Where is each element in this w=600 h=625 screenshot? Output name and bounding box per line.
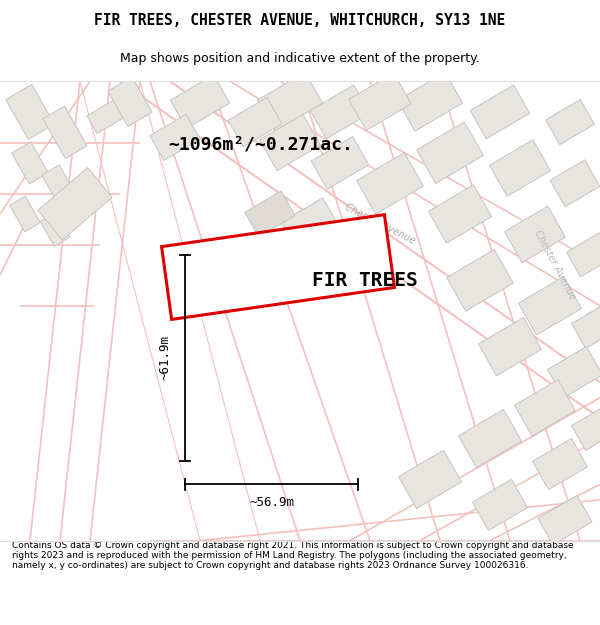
Polygon shape	[281, 198, 339, 251]
Polygon shape	[6, 84, 54, 139]
Polygon shape	[228, 98, 282, 147]
Polygon shape	[478, 318, 542, 376]
Text: ~61.9m: ~61.9m	[158, 336, 172, 381]
Polygon shape	[245, 191, 295, 237]
Polygon shape	[12, 142, 48, 184]
Polygon shape	[260, 114, 320, 171]
Polygon shape	[572, 406, 600, 451]
Polygon shape	[545, 99, 595, 144]
Polygon shape	[505, 206, 565, 262]
Polygon shape	[473, 479, 527, 531]
Polygon shape	[458, 409, 521, 468]
Polygon shape	[446, 249, 514, 311]
Polygon shape	[170, 75, 230, 129]
Text: Chester Avenue: Chester Avenue	[532, 228, 578, 302]
Text: FIR TREES, CHESTER AVENUE, WHITCHURCH, SY13 1NE: FIR TREES, CHESTER AVENUE, WHITCHURCH, S…	[94, 12, 506, 28]
Polygon shape	[38, 168, 112, 240]
Polygon shape	[470, 85, 530, 139]
Text: Map shows position and indicative extent of the property.: Map shows position and indicative extent…	[120, 52, 480, 65]
Polygon shape	[518, 277, 581, 335]
Polygon shape	[416, 122, 484, 184]
Polygon shape	[43, 106, 87, 159]
Polygon shape	[572, 304, 600, 348]
Text: Chester Avenue: Chester Avenue	[343, 202, 417, 246]
Text: ~56.9m: ~56.9m	[249, 496, 294, 509]
Text: Contains OS data © Crown copyright and database right 2021. This information is : Contains OS data © Crown copyright and d…	[12, 541, 574, 571]
Polygon shape	[314, 222, 386, 288]
Polygon shape	[548, 346, 600, 398]
Polygon shape	[356, 152, 424, 214]
Polygon shape	[161, 214, 394, 319]
Polygon shape	[550, 160, 600, 207]
Polygon shape	[349, 73, 411, 131]
Polygon shape	[150, 114, 200, 161]
Text: FIR TREES: FIR TREES	[312, 271, 418, 290]
Polygon shape	[310, 85, 370, 139]
Polygon shape	[10, 196, 40, 232]
Polygon shape	[538, 496, 592, 545]
Polygon shape	[257, 72, 323, 131]
Polygon shape	[515, 379, 575, 436]
Polygon shape	[311, 136, 369, 189]
Polygon shape	[42, 165, 74, 202]
Polygon shape	[490, 140, 550, 196]
Polygon shape	[108, 77, 152, 126]
Polygon shape	[566, 232, 600, 277]
Polygon shape	[533, 438, 587, 490]
Polygon shape	[87, 101, 123, 134]
Polygon shape	[40, 213, 70, 246]
Text: ~1096m²/~0.271ac.: ~1096m²/~0.271ac.	[168, 136, 353, 154]
Polygon shape	[428, 185, 491, 243]
Polygon shape	[398, 450, 461, 509]
Polygon shape	[397, 72, 463, 131]
